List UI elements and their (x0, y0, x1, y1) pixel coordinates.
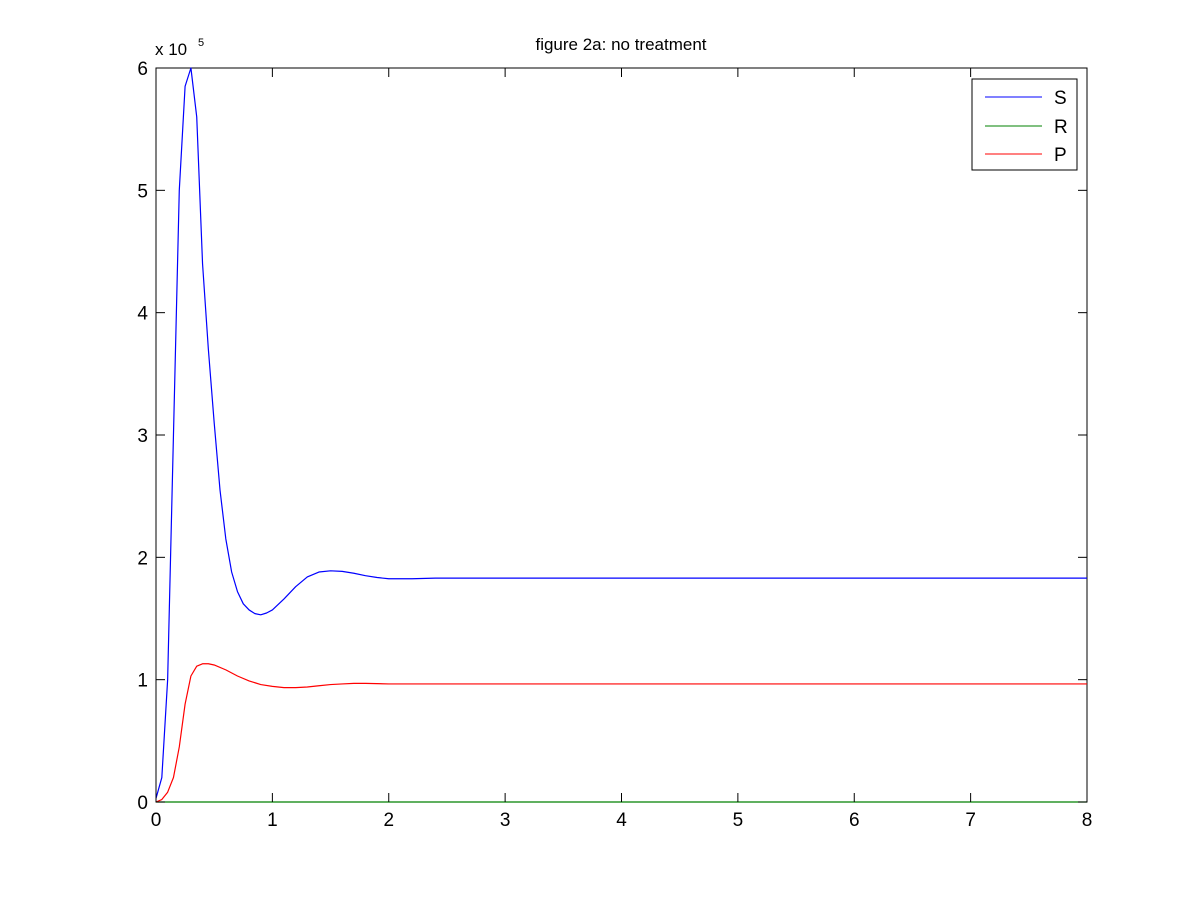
x-tick-label: 3 (500, 810, 511, 831)
x-tick-label: 5 (733, 810, 744, 831)
y-tick-label: 0 (137, 793, 148, 814)
x-tick-label: 0 (151, 810, 162, 831)
y-tick-label: 5 (137, 181, 148, 202)
x-tick-label: 7 (965, 810, 976, 831)
y-tick-label: 1 (137, 671, 148, 692)
series-line-s (155, 67, 1087, 799)
plot-area (155, 67, 1088, 803)
x-tick-label: 8 (1082, 810, 1093, 831)
x-tick-label: 6 (849, 810, 860, 831)
chart-title: figure 2a: no treatment (535, 35, 706, 54)
legend-box (971, 78, 1078, 171)
legend-label-p: P (1054, 145, 1067, 166)
y-tick-label: 4 (137, 304, 148, 325)
legend: S R P (971, 78, 1078, 171)
y-tick-label: 6 (137, 59, 148, 80)
series-line-p (155, 663, 1087, 803)
x-tick-label: 4 (616, 810, 627, 831)
x-tick-label: 2 (383, 810, 394, 831)
y-tick-label: 3 (137, 426, 148, 447)
legend-label-r: R (1054, 117, 1068, 138)
x-tick-label: 1 (267, 810, 278, 831)
tick-layer: 0 1 2 3 4 5 6 7 8 0 1 2 3 4 5 6 (137, 59, 1092, 831)
y-multiplier-base: x 10 (155, 40, 187, 59)
y-multiplier: x 10 5 (155, 37, 204, 59)
y-multiplier-exponent: 5 (198, 37, 204, 49)
y-tick-label: 2 (137, 548, 148, 569)
legend-label-s: S (1054, 88, 1067, 109)
